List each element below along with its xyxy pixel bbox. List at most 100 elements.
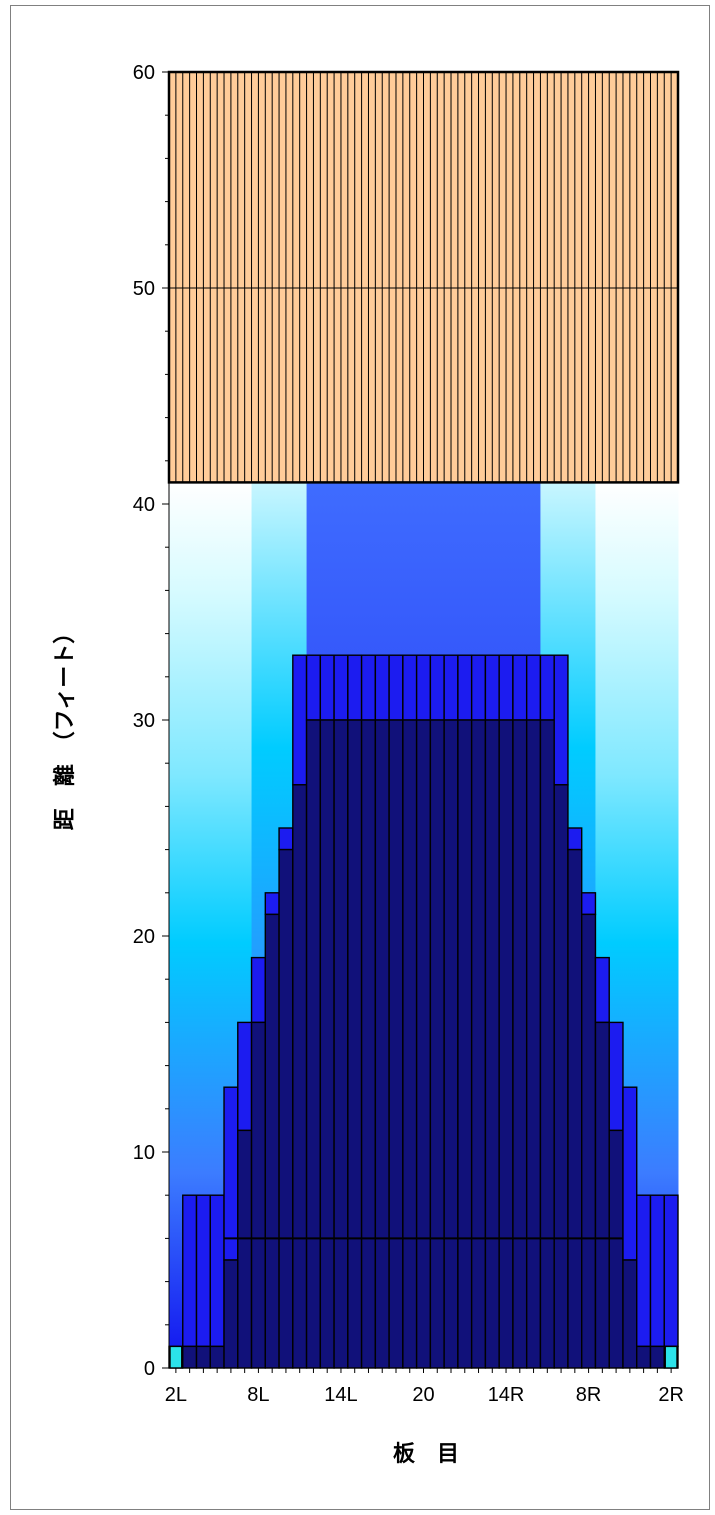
dark-bar-24 xyxy=(484,719,500,1369)
oil-bar-36 xyxy=(649,1194,665,1348)
oil-bar-37 xyxy=(663,1194,679,1348)
dark-bar-3 xyxy=(195,1345,211,1369)
x-tick-label-20: 20 xyxy=(412,1384,434,1406)
dark-bar-21 xyxy=(443,719,459,1369)
oil-bar-21 xyxy=(443,654,459,721)
x-tick-label-14R: 14R xyxy=(488,1384,525,1406)
oil-bar-27 xyxy=(525,654,542,721)
oil-bar-11 xyxy=(305,654,322,721)
oil-bar-25 xyxy=(498,654,514,721)
oil-bar-20 xyxy=(429,654,445,721)
oil-bar-4 xyxy=(209,1194,225,1348)
y-tick-label-30: 30 xyxy=(133,710,155,732)
oil-bar-12 xyxy=(319,654,335,721)
dark-bar-13 xyxy=(333,719,349,1369)
edge-marker-1 xyxy=(169,1345,183,1369)
background-band-2 xyxy=(182,482,198,1368)
background-band-4 xyxy=(210,482,225,1368)
dark-bar-12 xyxy=(319,719,335,1369)
dark-bar-8 xyxy=(264,913,280,1369)
x-tick-label-8R: 8R xyxy=(576,1384,602,1406)
oil-bar-33 xyxy=(608,1021,624,1132)
oil-bar-26 xyxy=(512,654,528,721)
chart-frame: 0 10 20 30 40 50 60 2L 8L 14L 20 14R 8R 2R 距 離 （フィート）… xyxy=(10,5,710,1510)
background-band-37 xyxy=(664,482,679,1368)
y-tick-label-60: 60 xyxy=(133,62,155,84)
oil-bar-6 xyxy=(237,1021,253,1132)
dark-bar-16 xyxy=(374,719,390,1369)
dark-bar-15 xyxy=(360,719,377,1369)
x-tick-label-8L: 8L xyxy=(247,1384,269,1406)
dark-bar-35 xyxy=(636,1345,652,1369)
y-axis-title: 距 離 （フィート） xyxy=(52,622,78,831)
oil-bar-18 xyxy=(402,654,418,721)
y-tick-label-40: 40 xyxy=(133,494,155,516)
dark-bar-31 xyxy=(581,913,597,1369)
oil-bar-8 xyxy=(264,892,280,916)
x-tick-label-2R: 2R xyxy=(658,1384,684,1406)
dark-bar-11 xyxy=(305,719,322,1369)
background-band-3 xyxy=(196,482,211,1368)
oil-bar-35 xyxy=(636,1194,652,1348)
dark-bar-22 xyxy=(457,719,473,1369)
dark-bar-33 xyxy=(608,1129,624,1369)
dark-bar-4 xyxy=(209,1345,225,1369)
oil-bar-14 xyxy=(347,654,363,721)
oil-bar-28 xyxy=(539,654,555,721)
background-band-35 xyxy=(636,482,651,1368)
oil-bar-23 xyxy=(470,654,487,721)
dark-bar-2 xyxy=(182,1345,198,1369)
dark-bar-20 xyxy=(429,719,445,1369)
oil-bar-9 xyxy=(278,827,294,851)
y-tick-label-0: 0 xyxy=(144,1358,155,1380)
dark-bar-36 xyxy=(649,1345,665,1369)
x-axis-title: 板 目 xyxy=(393,1442,459,1467)
bars-layer xyxy=(168,654,679,1369)
x-tick-label-14L: 14L xyxy=(324,1384,357,1406)
oil-bar-19 xyxy=(415,654,432,721)
oil-bar-2 xyxy=(182,1194,198,1348)
dark-bar-29 xyxy=(553,784,569,1369)
oil-bar-29 xyxy=(553,654,569,786)
lane-oil-chart: 0 10 20 30 40 50 60 2L 8L 14L 20 14R 8R 2R 距 離 （フィート）… xyxy=(52,62,684,1467)
oil-bar-15 xyxy=(360,654,377,721)
dark-bar-27 xyxy=(525,719,542,1369)
background-band-1 xyxy=(169,482,184,1368)
dark-bar-18 xyxy=(402,719,418,1369)
dark-bar-19 xyxy=(415,719,432,1369)
axes-layer: 0 10 20 30 40 50 60 2L 8L 14L 20 14R 8R 2R xyxy=(133,62,684,1406)
x-tick-label-2L: 2L xyxy=(165,1384,187,1406)
oil-bar-5 xyxy=(223,1086,239,1261)
oil-bar-31 xyxy=(581,892,597,916)
dark-bar-14 xyxy=(347,719,363,1369)
oil-bar-34 xyxy=(622,1086,638,1261)
dark-bar-34 xyxy=(622,1259,638,1369)
y-tick-label-10: 10 xyxy=(133,1142,155,1164)
y-tick-label-20: 20 xyxy=(133,926,155,948)
dark-bar-30 xyxy=(567,848,583,1369)
oil-bar-7 xyxy=(250,956,266,1024)
dark-bar-26 xyxy=(512,719,528,1369)
dark-bar-25 xyxy=(498,719,514,1369)
dark-bar-6 xyxy=(237,1129,253,1369)
oil-bar-30 xyxy=(567,827,583,851)
oil-bar-17 xyxy=(388,654,404,721)
oil-bar-22 xyxy=(457,654,473,721)
edge-marker-37 xyxy=(664,1345,678,1369)
dark-bar-23 xyxy=(470,719,487,1369)
dark-bar-7 xyxy=(250,1021,266,1369)
dark-bar-32 xyxy=(594,1021,610,1369)
oil-bar-32 xyxy=(594,956,610,1024)
background-band-36 xyxy=(650,482,665,1368)
dark-bar-10 xyxy=(292,784,308,1369)
oil-bar-24 xyxy=(484,654,500,721)
oil-bar-3 xyxy=(195,1194,211,1348)
oil-bar-16 xyxy=(374,654,390,721)
oil-bar-10 xyxy=(292,654,308,786)
dark-bar-17 xyxy=(388,719,404,1369)
y-tick-label-50: 50 xyxy=(133,278,155,300)
dark-bar-5 xyxy=(223,1259,239,1369)
oil-bar-13 xyxy=(333,654,349,721)
dark-bar-9 xyxy=(278,848,294,1369)
dark-bar-28 xyxy=(539,719,555,1369)
